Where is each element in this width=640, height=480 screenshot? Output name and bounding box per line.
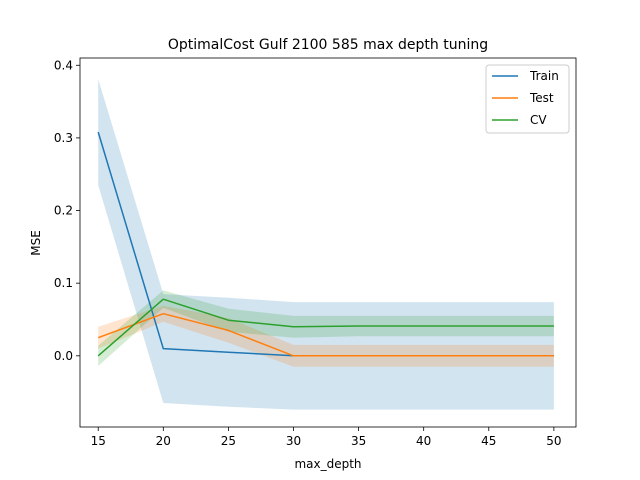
chart-title: OptimalCost Gulf 2100 585 max depth tuni… [168,37,488,53]
x-tick-label: 35 [351,434,366,448]
legend-label-test: Test [529,91,554,105]
band-cv [98,290,554,366]
x-tick-label: 50 [546,434,561,448]
x-tick-label: 30 [286,434,301,448]
x-tick-label: 25 [221,434,236,448]
series-line-test [97,312,554,357]
x-tick-label: 20 [156,434,171,448]
x-tick-label: 15 [91,434,106,448]
x-axis-title: max_depth [294,457,361,471]
legend-label-train: Train [529,69,559,83]
series-line-cv [97,298,554,357]
y-tick-label: 0.1 [54,276,73,290]
y-axis-title: MSE [29,230,43,256]
y-tick-label: 0.2 [54,204,73,218]
y-tick-label: 0.3 [54,131,73,145]
x-tick-label: 45 [481,434,496,448]
band-test [98,305,554,367]
axes-frame [79,57,577,428]
x-tick-label: 40 [416,434,431,448]
legend-box [485,64,570,134]
plot-area: 15 20 25 30 35 40 45 50 0.0 0.1 0.2 0.3 0.4 Train Test… [54,57,577,448]
legend-label-cv: CV [530,113,547,127]
y-tick-label: 0.4 [54,58,73,72]
y-tick-label: 0.0 [54,349,73,363]
